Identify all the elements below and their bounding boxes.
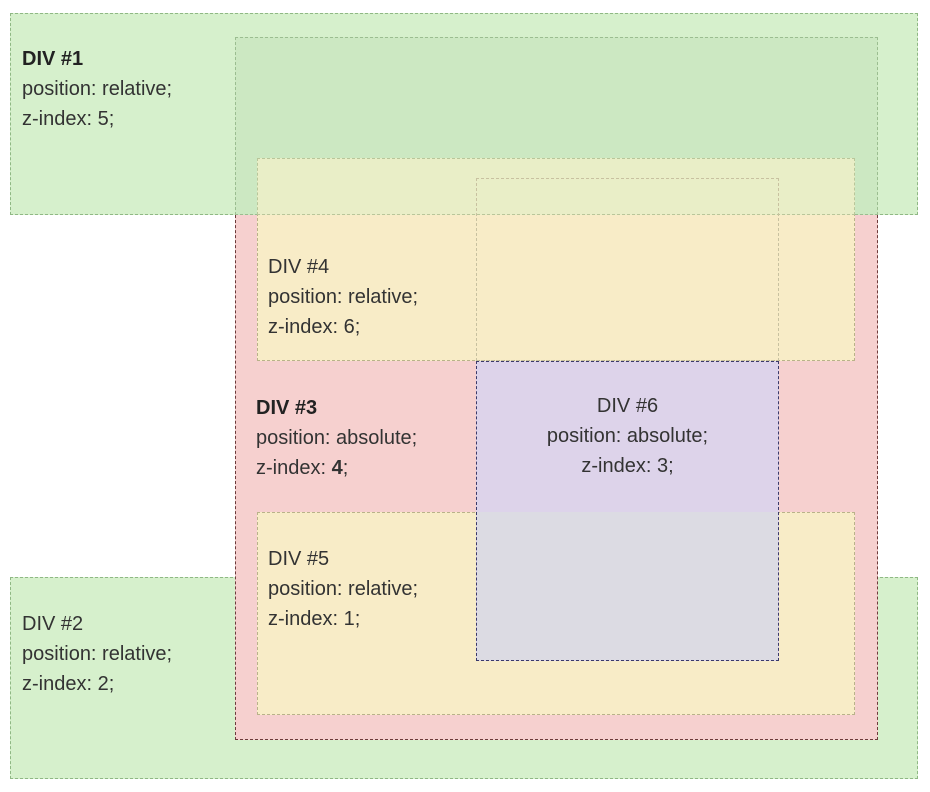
div-6-label: DIV #6 position: absolute; z-index: 3; bbox=[476, 391, 779, 481]
div-2-label: DIV #2 position: relative; z-index: 2; bbox=[22, 609, 172, 699]
div-5-zindex: z-index: 1; bbox=[268, 608, 361, 630]
div-4-zindex: z-index: 6; bbox=[268, 316, 361, 338]
div-6-outline-behind-div-4 bbox=[476, 178, 779, 361]
div-6-title: DIV #6 bbox=[596, 395, 659, 417]
div-6-overlap-region bbox=[477, 512, 778, 660]
div-6-zindex: z-index: 3; bbox=[581, 455, 674, 477]
div-4-title: DIV #4 bbox=[268, 256, 330, 278]
div-1-zindex: z-index: 5; bbox=[22, 108, 115, 130]
div-1-title: DIV #1 bbox=[22, 48, 84, 70]
div-5-label: DIV #5 position: relative; z-index: 1; bbox=[268, 544, 418, 634]
div-6-position: position: absolute; bbox=[546, 425, 709, 447]
div-3-label: DIV #3 position: absolute; z-index: 4; bbox=[256, 393, 417, 483]
div-3-zindex-value: 4 bbox=[331, 457, 343, 479]
div-3-zindex-suffix: ; bbox=[342, 457, 349, 479]
div-1-position: position: relative; bbox=[22, 78, 173, 100]
div-1-label: DIV #1 position: relative; z-index: 5; bbox=[22, 44, 172, 134]
div-3-position: position: absolute; bbox=[256, 427, 418, 449]
div-3-zindex: z-index: 4; bbox=[256, 453, 417, 483]
div-5-position: position: relative; bbox=[268, 578, 419, 600]
div-2-position: position: relative; bbox=[22, 643, 173, 665]
div-4-label: DIV #4 position: relative; z-index: 6; bbox=[268, 252, 418, 342]
div-2-title: DIV #2 bbox=[22, 613, 84, 635]
div-2-zindex: z-index: 2; bbox=[22, 673, 115, 695]
div-4-position: position: relative; bbox=[268, 286, 419, 308]
div-5-title: DIV #5 bbox=[268, 548, 330, 570]
div-3-zindex-prefix: z-index: bbox=[256, 457, 332, 479]
div-4-overlap-region bbox=[257, 158, 855, 215]
div-3-title: DIV #3 bbox=[256, 397, 318, 419]
